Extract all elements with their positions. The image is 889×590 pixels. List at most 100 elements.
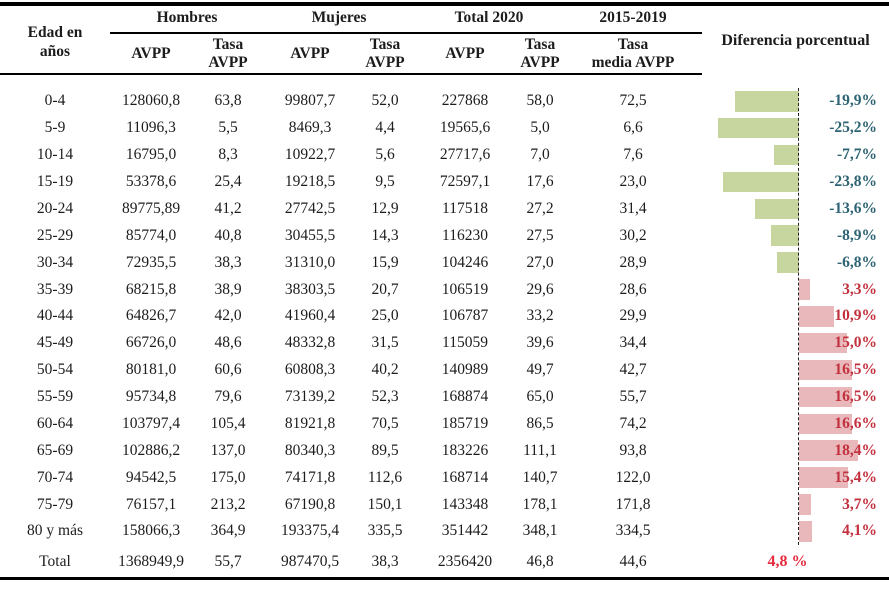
header-bottom-rule — [0, 73, 702, 75]
total-diff-percentage: 4,8 % — [767, 553, 808, 570]
value-cell: 25,4 — [214, 173, 242, 191]
diff-percentage-label: 15,0% — [834, 334, 877, 352]
diff-percentage-label: 4,1% — [842, 522, 877, 540]
column-header-age: Edad en años — [0, 24, 110, 61]
age-group-cell: 0-4 — [44, 92, 66, 110]
diff-cell: -19,9% — [702, 88, 889, 115]
value-cell: 213,2 — [210, 495, 246, 513]
age-group-cell: 75-79 — [36, 495, 74, 513]
value-cell: 52,0 — [371, 92, 399, 110]
value-cell: 72597,1 — [439, 173, 491, 191]
diff-percentage-label: -23,8% — [829, 173, 877, 191]
total-value-cell: 2356420 — [437, 553, 493, 570]
value-cell: 334,5 — [615, 522, 651, 540]
total-value-cell: 55,7 — [214, 553, 242, 570]
diff-percentage-label: -25,2% — [829, 119, 877, 137]
table-row: 75-79 76157,1 213,2 67190,8 150,1 143348 178,1… — [0, 491, 889, 518]
value-cell: 27,2 — [526, 199, 554, 217]
value-cell: 364,9 — [210, 522, 246, 540]
value-cell: 106787 — [441, 307, 489, 325]
diff-percentage-label: -13,6% — [829, 199, 877, 217]
value-cell: 106519 — [441, 280, 489, 298]
value-cell: 5,6 — [375, 146, 395, 164]
subheader-hombres-tasa-avpp: Tasa AVPP — [192, 36, 264, 72]
age-group-cell: 60-64 — [36, 414, 74, 432]
value-cell: 122,0 — [615, 468, 651, 486]
age-group-cell: 55-59 — [36, 388, 74, 406]
subheader-total-tasa-avpp: Tasa AVPP — [516, 36, 564, 72]
value-cell: 16795,0 — [125, 146, 177, 164]
subheader-label: AVPP — [131, 45, 171, 63]
value-cell: 89,5 — [371, 441, 399, 459]
value-cell: 49,7 — [526, 361, 554, 379]
diff-percentage-label: 18,4% — [834, 441, 877, 459]
table-row: 70-74 94542,5 175,0 74171,8 112,6 168714 140,7… — [0, 464, 889, 491]
value-cell: 39,6 — [526, 334, 554, 352]
diff-bar-negative — [735, 91, 799, 112]
total-value-cell: 38,3 — [371, 553, 399, 570]
group-header-underline — [110, 32, 702, 34]
age-group-cell: 5-9 — [44, 119, 66, 137]
table-row: 25-29 85774,0 40,8 30455,5 14,3 116230 27,5 30,… — [0, 222, 889, 249]
value-cell: 150,1 — [367, 495, 403, 513]
diff-bar-positive — [799, 359, 852, 381]
group-header-total-2020: Total 2020 — [454, 9, 524, 26]
value-cell: 168874 — [441, 388, 489, 406]
age-group-cell: 65-69 — [36, 441, 74, 459]
table-row: 40-44 64826,7 42,0 41960,4 25,0 106787 33,2 29,… — [0, 303, 889, 330]
value-cell: 185719 — [441, 414, 489, 432]
total-row: Total 1368949,9 55,7 987470,5 38,3 23564… — [0, 548, 889, 576]
value-cell: 7,6 — [623, 146, 643, 164]
value-cell: 15,9 — [371, 253, 399, 271]
diff-cell: -13,6% — [702, 196, 889, 223]
value-cell: 8,3 — [218, 146, 238, 164]
diff-bar-positive — [799, 332, 847, 354]
age-group-cell: 80 y más — [27, 522, 83, 540]
table-row: 55-59 95734,8 79,6 73139,2 52,3 168874 65,0 55,… — [0, 384, 889, 411]
value-cell: 11096,3 — [126, 119, 176, 137]
value-cell: 81921,8 — [284, 414, 336, 432]
value-cell: 137,0 — [210, 441, 246, 459]
table-body: 0-4 128060,8 63,8 99807,7 52,0 227868 58,0 72,5… — [0, 88, 889, 545]
group-header-hombres: Hombres — [156, 9, 218, 26]
diff-cell: -7,7% — [702, 142, 889, 169]
diff-bar-positive — [799, 279, 810, 300]
value-cell: 27717,6 — [439, 146, 491, 164]
diff-cell: 15,4% — [702, 464, 889, 491]
subheader-label: AVPP — [445, 45, 485, 63]
value-cell: 348,1 — [522, 522, 558, 540]
value-cell: 31310,0 — [284, 253, 336, 271]
subheader-mujeres-tasa-avpp: Tasa AVPP — [356, 36, 414, 72]
age-group-cell: 25-29 — [36, 226, 74, 244]
value-cell: 14,3 — [371, 226, 399, 244]
diff-cell: -8,9% — [702, 222, 889, 249]
value-cell: 29,9 — [619, 307, 647, 325]
value-cell: 25,0 — [371, 307, 399, 325]
total-value-cell: 44,6 — [619, 553, 647, 570]
value-cell: 175,0 — [210, 468, 246, 486]
column-header-age-line1: Edad en — [27, 24, 83, 41]
value-cell: 5,0 — [530, 119, 550, 137]
table-row: 35-39 68215,8 38,9 38303,5 20,7 106519 29,6 28,… — [0, 276, 889, 303]
value-cell: 89775,89 — [121, 199, 181, 217]
table-row: 45-49 66726,0 48,6 48332,8 31,5 115059 39,6 34,… — [0, 330, 889, 357]
age-group-cell: 35-39 — [36, 280, 74, 298]
value-cell: 80340,3 — [284, 441, 336, 459]
value-cell: 85774,0 — [125, 226, 177, 244]
diff-bar-positive — [799, 413, 853, 434]
value-cell: 40,2 — [371, 361, 399, 379]
value-cell: 72,5 — [619, 92, 647, 110]
table-row: 5-9 11096,3 5,5 8469,3 4,4 19565,6 5,0 6,6 -25,2… — [0, 115, 889, 142]
value-cell: 66726,0 — [125, 334, 177, 352]
value-cell: 103797,4 — [121, 414, 181, 432]
value-cell: 68215,8 — [125, 280, 177, 298]
value-cell: 95734,8 — [125, 388, 177, 406]
value-cell: 64826,7 — [125, 307, 177, 325]
group-header-mujeres: Mujeres — [311, 9, 367, 26]
value-cell: 53378,6 — [125, 173, 177, 191]
diff-percentage-label: 3,3% — [842, 280, 877, 298]
value-cell: 17,6 — [526, 173, 554, 191]
table-row: 20-24 89775,89 41,2 27742,5 12,9 117518 27,2 31… — [0, 196, 889, 223]
diff-percentage-label: -6,8% — [836, 253, 877, 271]
diff-percentage-label: 15,4% — [834, 468, 877, 486]
